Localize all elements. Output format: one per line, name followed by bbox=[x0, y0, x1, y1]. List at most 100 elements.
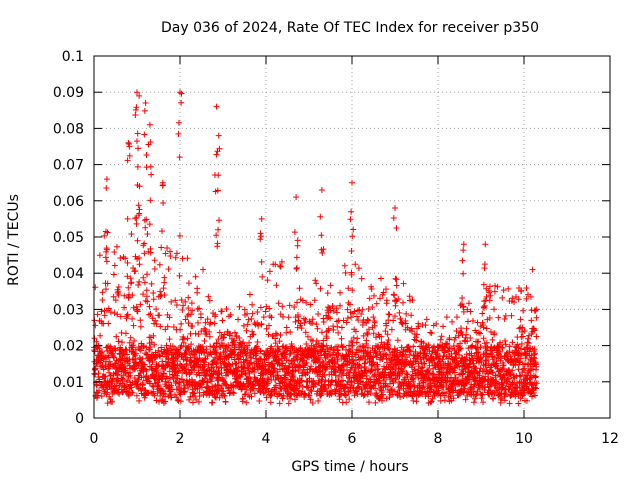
data-point bbox=[249, 301, 256, 308]
data-point bbox=[333, 305, 340, 312]
data-point bbox=[254, 319, 261, 326]
data-point bbox=[297, 320, 304, 327]
data-point bbox=[499, 294, 506, 301]
data-point bbox=[97, 332, 104, 339]
data-point bbox=[390, 317, 397, 324]
data-point bbox=[517, 355, 524, 362]
data-point bbox=[364, 316, 371, 323]
data-point bbox=[215, 132, 222, 139]
data-point bbox=[121, 304, 128, 311]
data-point bbox=[167, 253, 174, 260]
data-point bbox=[500, 287, 507, 294]
data-point bbox=[198, 370, 205, 377]
data-point bbox=[391, 313, 398, 320]
data-point bbox=[150, 289, 157, 296]
data-point bbox=[506, 371, 513, 378]
data-point bbox=[103, 185, 110, 192]
data-point bbox=[359, 306, 366, 313]
data-point bbox=[134, 237, 141, 244]
data-point bbox=[166, 374, 173, 381]
y-tick-label: 0.07 bbox=[53, 158, 84, 174]
data-point bbox=[103, 176, 110, 183]
data-point bbox=[365, 353, 372, 360]
data-point bbox=[124, 215, 131, 222]
data-point bbox=[345, 370, 352, 377]
data-point bbox=[521, 365, 528, 372]
data-point bbox=[523, 397, 530, 404]
data-point bbox=[279, 303, 286, 310]
data-point bbox=[441, 397, 448, 404]
data-point bbox=[482, 357, 489, 364]
data-point bbox=[240, 365, 247, 372]
data-point bbox=[518, 340, 525, 347]
data-point bbox=[429, 395, 436, 402]
data-point bbox=[130, 342, 137, 349]
data-point bbox=[122, 383, 129, 390]
data-point bbox=[242, 357, 249, 364]
data-point bbox=[124, 311, 131, 318]
data-point bbox=[273, 382, 280, 389]
data-point bbox=[110, 293, 117, 300]
data-point bbox=[114, 311, 121, 318]
data-point bbox=[227, 330, 234, 337]
data-point bbox=[340, 370, 347, 377]
data-point bbox=[137, 301, 144, 308]
data-point bbox=[475, 329, 482, 336]
data-point bbox=[436, 375, 443, 382]
data-point bbox=[168, 298, 175, 305]
data-point bbox=[209, 373, 216, 380]
data-point bbox=[419, 384, 426, 391]
data-point bbox=[180, 302, 187, 309]
data-point bbox=[422, 322, 429, 329]
data-point bbox=[153, 321, 160, 328]
data-point bbox=[324, 290, 331, 297]
data-point bbox=[92, 284, 99, 291]
data-point bbox=[213, 232, 220, 239]
data-point bbox=[141, 279, 148, 286]
data-point bbox=[185, 366, 192, 373]
data-point bbox=[334, 343, 341, 350]
data-point bbox=[136, 92, 143, 99]
data-point bbox=[208, 390, 215, 397]
data-point bbox=[386, 346, 393, 353]
data-point bbox=[136, 278, 143, 285]
data-point bbox=[380, 289, 387, 296]
data-point bbox=[273, 388, 280, 395]
data-point bbox=[285, 314, 292, 321]
data-point bbox=[491, 288, 498, 295]
data-point bbox=[434, 347, 441, 354]
data-point bbox=[178, 90, 185, 97]
data-point bbox=[116, 390, 123, 397]
data-point bbox=[413, 337, 420, 344]
data-point bbox=[276, 262, 283, 269]
data-point bbox=[308, 363, 315, 370]
data-point bbox=[266, 268, 273, 275]
data-point bbox=[292, 396, 299, 403]
data-point bbox=[447, 393, 454, 400]
data-point bbox=[201, 325, 208, 332]
data-point bbox=[138, 358, 145, 365]
data-point bbox=[480, 281, 487, 288]
x-tick-label: 4 bbox=[262, 431, 271, 447]
data-point bbox=[159, 182, 166, 189]
data-point bbox=[260, 390, 267, 397]
data-point bbox=[481, 261, 488, 268]
data-point bbox=[99, 289, 106, 296]
data-point bbox=[148, 171, 155, 178]
data-point bbox=[533, 380, 540, 387]
chart-title: Day 036 of 2024, Rate Of TEC Index for r… bbox=[161, 20, 539, 36]
x-axis-label: GPS time / hours bbox=[291, 459, 408, 475]
data-point bbox=[183, 360, 190, 367]
data-point bbox=[92, 322, 99, 329]
data-point bbox=[141, 131, 148, 138]
data-point bbox=[495, 386, 502, 393]
data-point bbox=[272, 261, 279, 268]
data-point bbox=[268, 392, 275, 399]
data-point bbox=[298, 377, 305, 384]
data-point bbox=[258, 321, 265, 328]
data-point bbox=[381, 351, 388, 358]
data-point bbox=[291, 229, 298, 236]
data-point bbox=[127, 372, 134, 379]
data-point bbox=[469, 343, 476, 350]
